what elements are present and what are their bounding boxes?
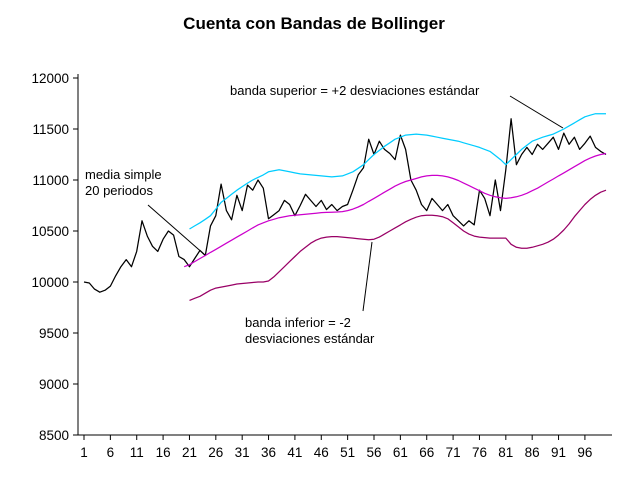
x-tick-label: 46 (314, 445, 329, 460)
line-media (183, 152, 607, 268)
moving-average-annotation-line1: media simple (85, 167, 162, 182)
y-tick-label: 12000 (31, 71, 69, 86)
x-tick-label: 31 (235, 445, 250, 460)
lower-band-annotation: banda inferior = -2 desviaciones estánda… (245, 315, 374, 347)
line-cuenta (83, 118, 607, 293)
x-tick-label: 96 (577, 445, 592, 460)
x-tick-label: 6 (107, 445, 115, 460)
moving-average-annotation-line2: 20 periodos (85, 183, 153, 198)
moving-average-annotation: media simple 20 periodos (85, 167, 162, 199)
line-banda_superior (189, 113, 606, 230)
x-tick-label: 51 (340, 445, 355, 460)
y-tick-label: 10000 (31, 275, 69, 290)
x-tick-label: 81 (498, 445, 513, 460)
y-tick-label: 11000 (32, 173, 69, 188)
line-banda_inferior (189, 189, 607, 301)
x-tick-label: 71 (446, 445, 461, 460)
y-tick-label: 9000 (39, 377, 69, 392)
upper-band-annotation: banda superior = +2 desviaciones estánda… (230, 83, 479, 99)
x-tick-label: 91 (551, 445, 566, 460)
x-tick-label: 16 (156, 445, 171, 460)
x-tick-label: 1 (80, 445, 88, 460)
upper-band-leader-line (509, 95, 564, 129)
upper-band-annotation-text: banda superior = +2 desviaciones estánda… (230, 83, 480, 98)
chart-title: Cuenta con Bandas de Bollinger (183, 14, 445, 33)
x-tick-label: 21 (182, 445, 197, 460)
x-tick-label: 61 (393, 445, 408, 460)
x-tick-label: 66 (419, 445, 434, 460)
x-tick-label: 86 (525, 445, 540, 460)
lower-band-annotation-line1: banda inferior = -2 (245, 315, 351, 330)
x-tick-label: 26 (208, 445, 223, 460)
y-tick-label: 8500 (39, 428, 69, 443)
x-tick-label: 56 (366, 445, 381, 460)
lower-band-leader-line (362, 241, 373, 312)
y-tick-label: 10500 (31, 224, 69, 239)
x-tick-label: 41 (287, 445, 302, 460)
moving-average-leader-line (147, 204, 206, 256)
x-tick-label: 11 (130, 445, 144, 460)
x-tick-label: 76 (472, 445, 487, 460)
lower-band-annotation-line2: desviaciones estándar (245, 331, 375, 346)
y-tick-label: 11500 (32, 122, 69, 137)
x-tick-label: 36 (261, 445, 276, 460)
y-tick-label: 9500 (39, 326, 69, 341)
